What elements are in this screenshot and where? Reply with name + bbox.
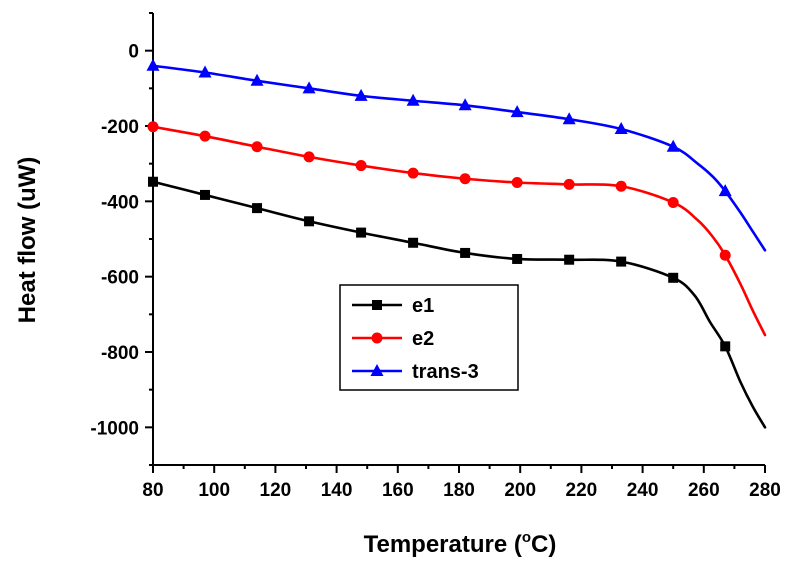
data-point-e1 bbox=[720, 341, 731, 352]
x-axis-title-unit: C) bbox=[531, 531, 556, 558]
data-point-e2 bbox=[147, 121, 159, 133]
series-trans-3 bbox=[146, 58, 767, 252]
data-point-e2 bbox=[355, 160, 367, 172]
legend-marker bbox=[372, 300, 382, 310]
data-point-e2 bbox=[563, 178, 575, 190]
series-e1 bbox=[148, 176, 767, 429]
x-tick-label: 200 bbox=[504, 480, 536, 501]
data-point-e2 bbox=[251, 141, 263, 153]
data-point-e2 bbox=[407, 167, 419, 179]
y-tick-label: -800 bbox=[101, 343, 139, 364]
data-point-trans-3 bbox=[302, 81, 316, 94]
data-point-trans-3 bbox=[250, 73, 264, 86]
plot-area bbox=[146, 58, 767, 429]
data-point-trans-3 bbox=[666, 139, 680, 152]
data-point-e1 bbox=[616, 256, 627, 267]
data-point-e1 bbox=[200, 189, 211, 200]
legend-item-e1: e1 bbox=[352, 295, 434, 317]
data-point-e1 bbox=[356, 227, 367, 238]
data-point-e1 bbox=[512, 253, 523, 264]
x-tick-label: 180 bbox=[443, 480, 475, 501]
y-tick-label: -1000 bbox=[90, 418, 139, 439]
data-point-e2 bbox=[667, 196, 679, 208]
x-axis-title: Temperature (oC) bbox=[364, 529, 557, 558]
data-point-trans-3 bbox=[718, 184, 732, 197]
x-tick-label: 220 bbox=[566, 480, 598, 501]
legend-label: e2 bbox=[412, 328, 434, 350]
legend-marker bbox=[371, 332, 383, 344]
legend-label: e1 bbox=[412, 295, 434, 317]
data-point-e2 bbox=[719, 249, 731, 261]
data-point-trans-3 bbox=[406, 93, 420, 106]
data-point-e2 bbox=[615, 180, 627, 192]
x-axis-title-main: Temperature ( bbox=[364, 531, 522, 558]
data-point-trans-3 bbox=[458, 98, 472, 111]
legend: e1 e2 trans-3 bbox=[339, 284, 519, 391]
data-point-e1 bbox=[564, 254, 575, 265]
y-tick-label: 0 bbox=[128, 42, 139, 63]
data-point-trans-3 bbox=[510, 105, 524, 118]
data-point-e1 bbox=[668, 272, 679, 283]
data-point-e1 bbox=[252, 203, 263, 214]
series-e2 bbox=[147, 121, 767, 337]
data-point-e2 bbox=[511, 177, 523, 188]
data-point-trans-3 bbox=[614, 122, 628, 135]
x-tick-label: 240 bbox=[627, 480, 659, 501]
data-point-trans-3 bbox=[562, 112, 576, 125]
axes: 80 100 120 140 160 180 200 220 240 260 280 0 -200 -40… bbox=[90, 12, 781, 501]
legend-item-trans-3: trans-3 bbox=[352, 361, 479, 383]
data-point-e1 bbox=[460, 247, 471, 258]
x-tick-label: 160 bbox=[382, 480, 414, 501]
x-tick-label: 280 bbox=[749, 480, 781, 501]
legend-label: trans-3 bbox=[412, 361, 479, 383]
data-point-trans-3 bbox=[146, 58, 160, 71]
series-line-trans-3 bbox=[151, 64, 767, 252]
x-tick-label: 120 bbox=[260, 480, 292, 501]
y-tick-label: -200 bbox=[101, 117, 139, 138]
x-tick-label: 140 bbox=[321, 480, 353, 501]
legend-marker bbox=[370, 364, 384, 376]
data-point-trans-3 bbox=[198, 65, 212, 78]
data-point-e2 bbox=[199, 130, 211, 142]
data-point-e1 bbox=[408, 237, 419, 248]
legend-item-e2: e2 bbox=[352, 328, 434, 350]
x-axis-title-degree: o bbox=[522, 529, 531, 546]
x-tick-label: 80 bbox=[142, 480, 163, 501]
y-tick-label: -600 bbox=[101, 268, 139, 289]
y-tick-label: -400 bbox=[101, 192, 139, 213]
data-point-e2 bbox=[303, 151, 315, 163]
data-point-e1 bbox=[148, 176, 158, 187]
x-tick-label: 100 bbox=[198, 480, 230, 501]
y-axis-title: Heat flow (uW) bbox=[14, 157, 41, 324]
x-tick-label: 260 bbox=[688, 480, 720, 501]
data-point-trans-3 bbox=[354, 88, 368, 101]
data-point-e2 bbox=[459, 173, 471, 185]
data-point-e1 bbox=[304, 216, 315, 227]
